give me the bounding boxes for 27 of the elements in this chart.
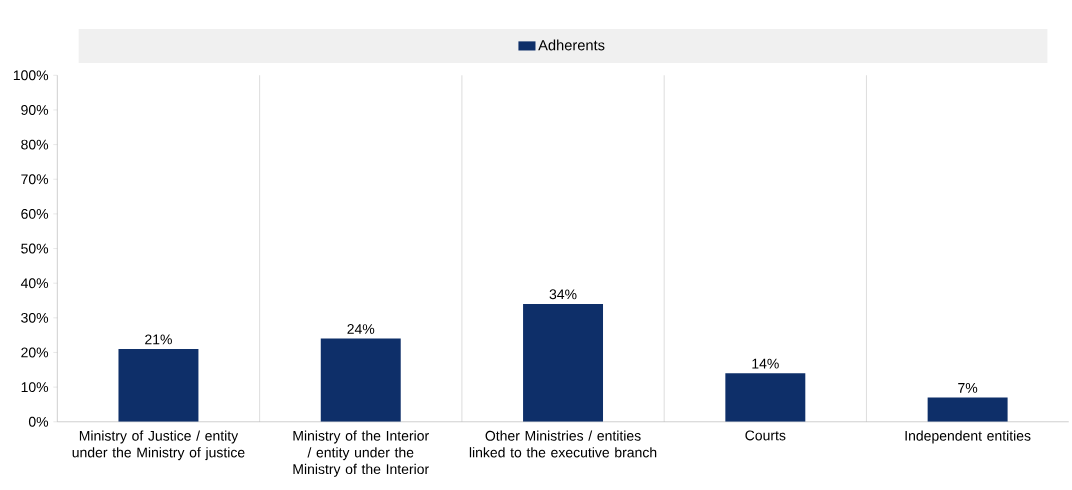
- bar: [927, 397, 1008, 422]
- text: 21%: [145, 334, 172, 345]
- bar: [523, 304, 604, 422]
- bar: [320, 338, 401, 422]
- bar: [118, 349, 199, 422]
- y-tick-label: 100%: [13, 70, 49, 81]
- x-tick-label: Independent entities: [905, 430, 1031, 444]
- y-tick-label: 80%: [21, 139, 49, 150]
- y-tick-label: 40%: [20, 278, 49, 289]
- text: 7%: [958, 383, 978, 393]
- y-tick-label: 20%: [21, 347, 49, 358]
- legend-label: Adherents: [538, 39, 605, 51]
- text: 34%: [549, 289, 577, 300]
- y-tick-label: 90%: [21, 105, 49, 116]
- x-tick-label: Ministry of the Interior / entity under the Ministry of the Interior: [293, 430, 429, 477]
- text: 24%: [347, 324, 375, 335]
- y-tick-label: 10%: [21, 382, 49, 393]
- text: 14%: [752, 358, 779, 369]
- x-tick-label: Other Ministries / entities linked to the executive branch: [469, 430, 657, 458]
- y-tick-label: 70%: [21, 174, 49, 185]
- x-tick-label: Ministry of Justice / entity under the Ministry of justice: [72, 430, 245, 461]
- bar: [725, 373, 806, 422]
- y-tick-label: 60%: [21, 209, 49, 219]
- x-tick-label: Courts: [745, 430, 786, 441]
- y-tick-label: 0%: [28, 416, 49, 427]
- y-tick-label: 30%: [21, 313, 49, 323]
- y-tick-label: 50%: [21, 243, 49, 254]
